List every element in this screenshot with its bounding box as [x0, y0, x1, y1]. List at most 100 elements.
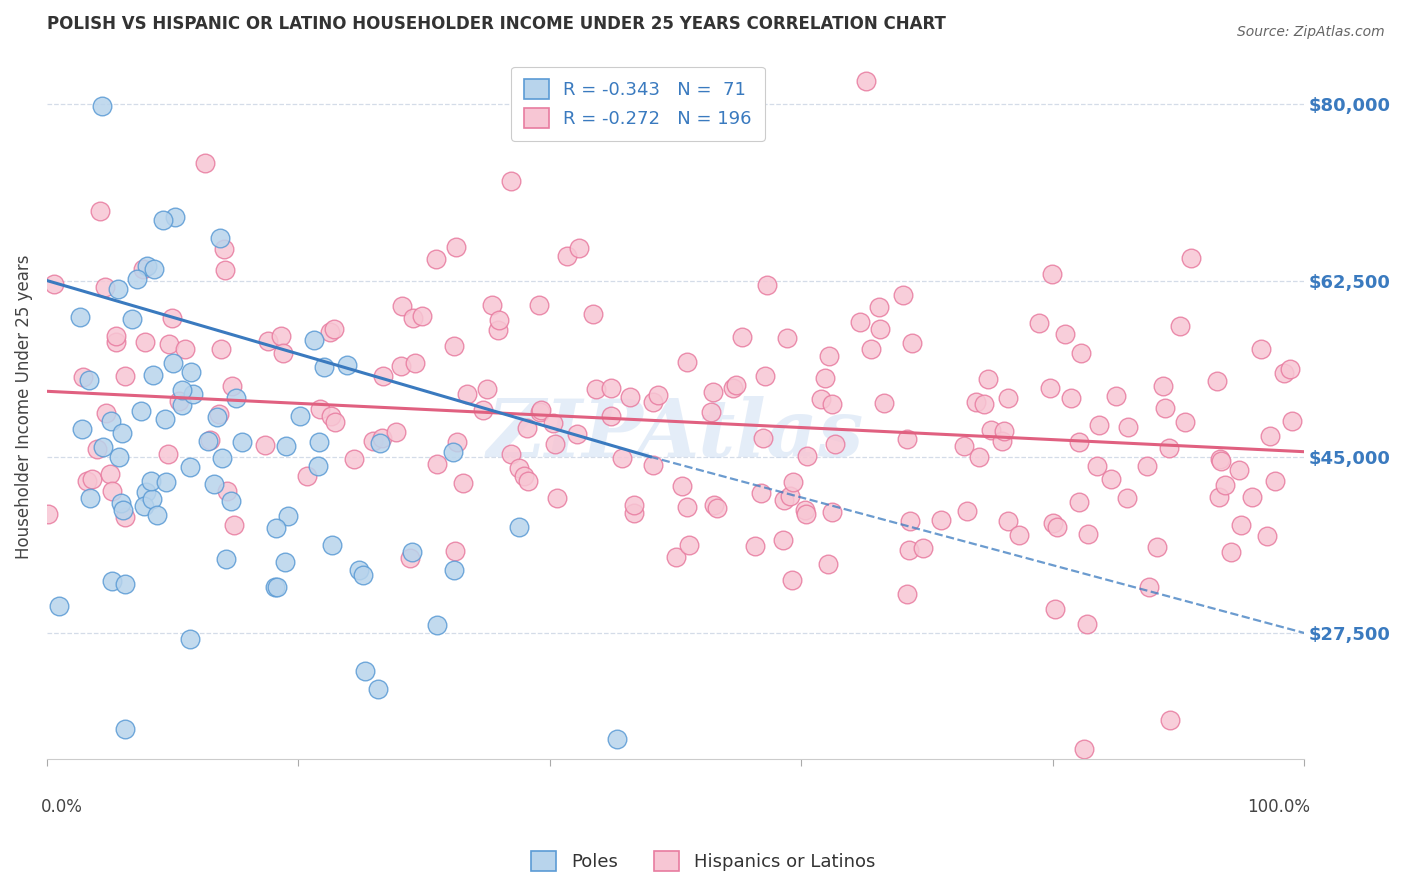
Point [207, 410, 229, 425]
Point [508, 461, 530, 475]
Point [810, 392, 832, 407]
Point [749, 486, 772, 500]
Point [132, 499, 155, 513]
Point [529, 405, 551, 419]
Point [1278, 362, 1301, 376]
Point [585, 382, 607, 396]
Point [371, 431, 394, 445]
Point [1240, 490, 1263, 504]
Point [543, 436, 565, 450]
Point [1154, 401, 1177, 415]
Legend: R = -0.343   N =  71, R = -0.272   N = 196: R = -0.343 N = 71, R = -0.272 N = 196 [510, 67, 765, 141]
Point [425, 252, 447, 267]
Point [391, 299, 413, 313]
Point [202, 476, 225, 491]
Point [221, 379, 243, 393]
Point [752, 431, 775, 445]
Point [676, 355, 699, 369]
Point [606, 731, 628, 746]
Point [873, 396, 896, 410]
Point [541, 416, 564, 430]
Point [48, 599, 70, 614]
Point [991, 434, 1014, 448]
Point [288, 409, 311, 423]
Point [530, 403, 553, 417]
Point [271, 346, 294, 360]
Point [222, 517, 245, 532]
Point [101, 484, 124, 499]
Point [323, 322, 346, 336]
Point [824, 437, 846, 451]
Point [1116, 420, 1139, 434]
Point [1008, 527, 1031, 541]
Point [308, 435, 330, 450]
Point [973, 397, 995, 411]
Point [179, 460, 201, 475]
Point [100, 414, 122, 428]
Point [508, 519, 530, 533]
Point [208, 407, 231, 421]
Y-axis label: Householder Income Under 25 years: Householder Income Under 25 years [15, 254, 32, 558]
Point [155, 411, 177, 425]
Point [744, 539, 766, 553]
Point [855, 74, 877, 88]
Point [1146, 541, 1168, 555]
Point [1099, 472, 1122, 486]
Point [898, 514, 921, 528]
Point [402, 311, 425, 326]
Point [1073, 741, 1095, 756]
Point [385, 425, 408, 439]
Point [277, 509, 299, 524]
Point [91, 98, 114, 112]
Point [312, 360, 335, 375]
Point [869, 321, 891, 335]
Point [969, 450, 991, 464]
Point [1281, 414, 1303, 428]
Point [488, 312, 510, 326]
Point [254, 438, 277, 452]
Point [513, 468, 536, 483]
Point [568, 241, 591, 255]
Point [623, 498, 645, 512]
Point [114, 722, 136, 736]
Point [111, 502, 134, 516]
Point [354, 664, 377, 678]
Point [755, 278, 778, 293]
Point [79, 373, 101, 387]
Point [481, 298, 503, 312]
Point [1272, 367, 1295, 381]
Point [1136, 459, 1159, 474]
Point [69, 310, 91, 324]
Point [44, 277, 66, 292]
Point [157, 337, 180, 351]
Point [1105, 388, 1128, 402]
Point [773, 492, 796, 507]
Point [619, 390, 641, 404]
Point [89, 204, 111, 219]
Point [169, 394, 191, 409]
Point [336, 359, 359, 373]
Point [162, 356, 184, 370]
Point [993, 424, 1015, 438]
Point [371, 369, 394, 384]
Point [141, 491, 163, 506]
Point [703, 498, 725, 512]
Point [896, 432, 918, 446]
Point [139, 474, 162, 488]
Point [309, 401, 332, 416]
Point [1205, 374, 1227, 388]
Point [127, 272, 149, 286]
Point [194, 156, 217, 170]
Point [173, 342, 195, 356]
Point [1159, 713, 1181, 727]
Point [389, 359, 412, 373]
Point [897, 543, 920, 558]
Point [1116, 491, 1139, 505]
Point [347, 563, 370, 577]
Point [302, 333, 325, 347]
Point [110, 496, 132, 510]
Point [114, 369, 136, 384]
Point [1054, 326, 1077, 341]
Point [37, 507, 59, 521]
Point [121, 312, 143, 326]
